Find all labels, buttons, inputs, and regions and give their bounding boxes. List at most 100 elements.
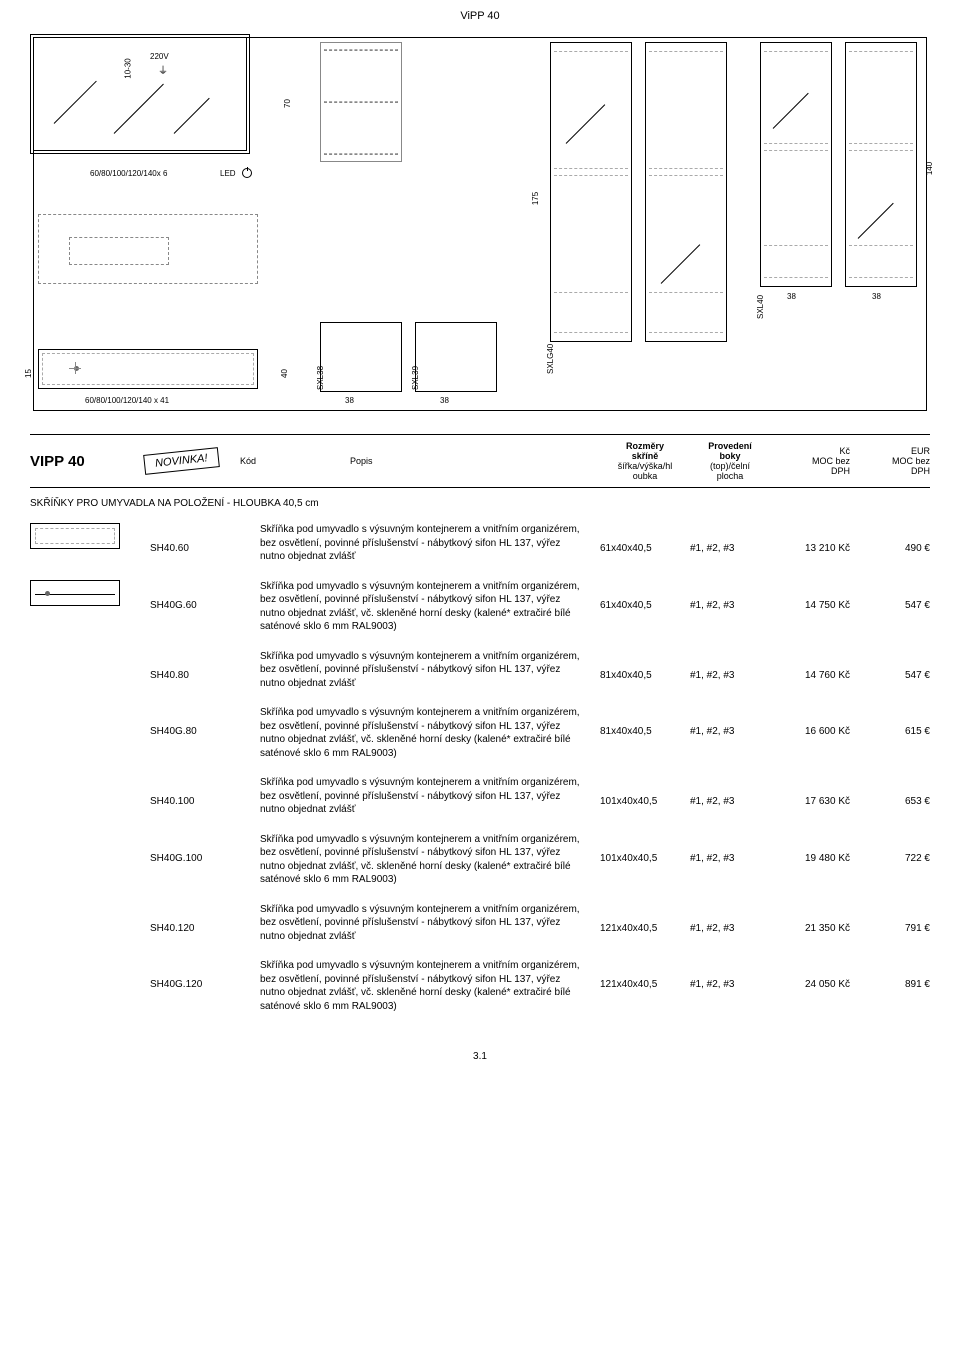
row-eur: 547 € <box>850 650 930 681</box>
dash-line <box>649 175 723 176</box>
drawer-diagram <box>38 349 258 389</box>
dash-line <box>554 51 628 52</box>
novinka-badge: NOVINKA! <box>143 447 219 475</box>
row-kc: 17 630 Kč <box>770 776 850 807</box>
col-kc-l3: DPH <box>770 466 850 476</box>
row-prov: #1, #2, #3 <box>690 706 770 737</box>
row-kc: 24 050 Kč <box>770 959 850 990</box>
dim-38: 38 <box>440 396 449 405</box>
table-row: SH40G.120Skříňka pod umyvadlo s výsuvným… <box>30 951 930 1021</box>
row-eur: 653 € <box>850 776 930 807</box>
dim-175: 175 <box>531 192 540 205</box>
dash-line <box>649 51 723 52</box>
col-dim-l2: skříně <box>600 451 690 461</box>
mini-thumb <box>30 523 120 549</box>
col-popis: Popis <box>350 441 600 481</box>
spec-header-row: VIPP 40 NOVINKA! Kód Popis Rozměry skřín… <box>30 434 930 488</box>
row-kc: 16 600 Kč <box>770 706 850 737</box>
row-kc: 14 760 Kč <box>770 650 850 681</box>
row-popis: Skříňka pod umyvadlo s výsuvným kontejne… <box>260 959 600 1013</box>
row-kc: 14 750 Kč <box>770 580 850 611</box>
led-label-row: LED <box>220 168 252 178</box>
row-kc: 19 480 Kč <box>770 833 850 864</box>
col-dim-l3: šířka/výška/hl <box>600 461 690 471</box>
row-popis: Skříňka pod umyvadlo s výsuvným kontejne… <box>260 776 600 817</box>
col-prov-l2: boky <box>690 451 770 461</box>
panel-sxl38 <box>320 322 402 392</box>
row-eur: 891 € <box>850 959 930 990</box>
dim-38: 38 <box>345 396 354 405</box>
col-prov-l1: Provedení <box>690 441 770 451</box>
dash-line <box>324 49 398 51</box>
row-kod: SH40G.60 <box>150 580 260 611</box>
row-popis: Skříňka pod umyvadlo s výsuvným kontejne… <box>260 650 600 691</box>
product-title-text: VIPP 40 <box>30 453 85 470</box>
col-kod: Kód <box>240 441 350 481</box>
dim-38: 38 <box>787 292 796 301</box>
row-eur: 722 € <box>850 833 930 864</box>
tall-panel-2 <box>645 42 727 342</box>
table-row: SH40G.80Skříňka pod umyvadlo s výsuvným … <box>30 698 930 768</box>
row-kod: SH40.100 <box>150 776 260 807</box>
dim-70: 70 <box>283 99 292 108</box>
dim-mirror-height: 10-30 <box>124 58 133 78</box>
row-popis: Skříňka pod umyvadlo s výsuvným kontejne… <box>260 706 600 760</box>
row-eur: 615 € <box>850 706 930 737</box>
table-row: SH40.120Skříňka pod umyvadlo s výsuvným … <box>30 895 930 952</box>
row-dim: 61x40x40,5 <box>600 580 690 611</box>
row-popis: Skříňka pod umyvadlo s výsuvným kontejne… <box>260 833 600 887</box>
dash-line <box>35 528 115 544</box>
col-dim-l1: Rozměry <box>600 441 690 451</box>
shelf-dashed <box>38 214 258 284</box>
dash-line <box>764 143 828 144</box>
dim-40: 40 <box>280 369 289 378</box>
power-icon <box>242 168 252 178</box>
row-kod: SH40G.80 <box>150 706 260 737</box>
table-row: SH40.100Skříňka pod umyvadlo s výsuvným … <box>30 768 930 825</box>
product-title: VIPP 40 <box>30 441 150 481</box>
row-popis: Skříňka pod umyvadlo s výsuvným kontejne… <box>260 903 600 944</box>
tall-panel-3 <box>760 42 832 287</box>
dim-140: 140 <box>925 162 934 175</box>
hatch-line <box>773 93 809 129</box>
row-kc: 13 210 Kč <box>770 523 850 554</box>
col-eur-l1: EUR <box>850 446 930 456</box>
col-eur: EUR MOC bez DPH <box>850 441 930 481</box>
panel-sxl39 <box>415 322 497 392</box>
row-kod: SH40G.100 <box>150 833 260 864</box>
row-popis: Skříňka pod umyvadlo s výsuvným kontejne… <box>260 523 600 564</box>
dash-line <box>554 332 628 333</box>
dim-voltage: 220V <box>150 52 169 61</box>
table-row: SH40G.100Skříňka pod umyvadlo s výsuvným… <box>30 825 930 895</box>
col-prov-l4: plocha <box>690 471 770 481</box>
dash-line <box>554 168 628 169</box>
row-dim: 101x40x40,5 <box>600 833 690 864</box>
dash-line <box>554 175 628 176</box>
dash-line <box>764 277 828 278</box>
side-panel-left <box>320 42 402 162</box>
row-dim: 61x40x40,5 <box>600 523 690 554</box>
dot-icon <box>45 591 50 596</box>
dim-mirror-width: 60/80/100/120/140x 6 <box>90 169 167 178</box>
dash-line <box>649 332 723 333</box>
row-prov: #1, #2, #3 <box>690 833 770 864</box>
row-dim: 81x40x40,5 <box>600 650 690 681</box>
code-sxlg40: SXLG40 <box>546 344 555 374</box>
col-kc-l2: MOC bez <box>770 456 850 466</box>
product-rows: SH40.60Skříňka pod umyvadlo s výsuvným k… <box>30 515 930 1021</box>
row-eur: 490 € <box>850 523 930 554</box>
row-prov: #1, #2, #3 <box>690 523 770 554</box>
dash-line <box>849 150 913 151</box>
row-popis: Skříňka pod umyvadlo s výsuvným kontejne… <box>260 580 600 634</box>
col-kc: Kč MOC bez DPH <box>770 441 850 481</box>
dash-line <box>324 101 398 103</box>
table-row: SH40G.60Skříňka pod umyvadlo s výsuvným … <box>30 572 930 642</box>
row-dim: 121x40x40,5 <box>600 959 690 990</box>
ground-icon: ⏚ <box>158 62 168 77</box>
page-number: 3.1 <box>30 1051 930 1062</box>
shelf-inner-dashed <box>69 237 169 265</box>
table-row: SH40.60Skříňka pod umyvadlo s výsuvným k… <box>30 515 930 572</box>
row-prov: #1, #2, #3 <box>690 650 770 681</box>
mirror-diagram <box>30 34 250 154</box>
row-kod: SH40.120 <box>150 903 260 934</box>
